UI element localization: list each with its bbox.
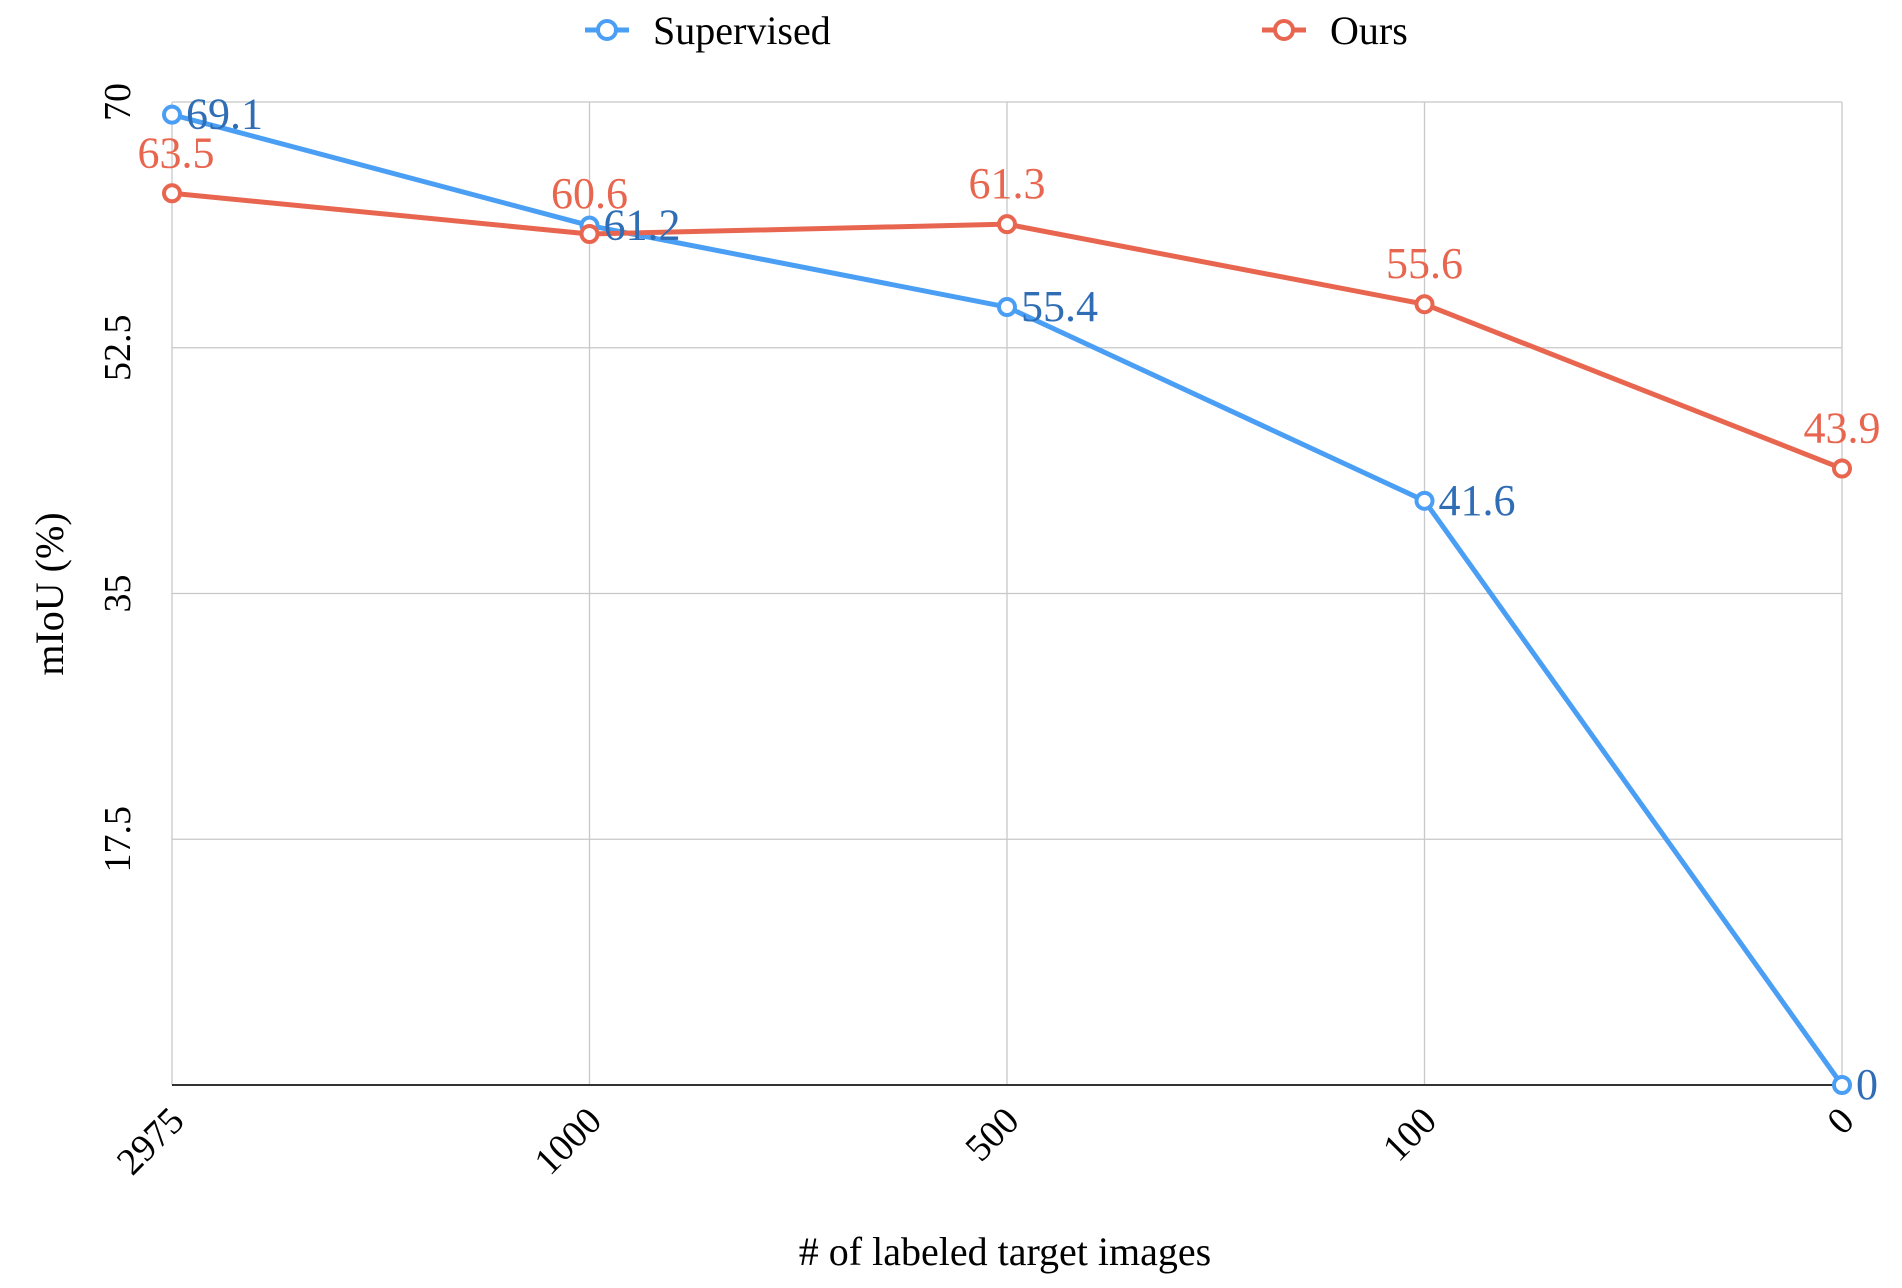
data-point-ours[interactable] (1832, 458, 1852, 479)
data-point-ours[interactable] (162, 183, 182, 204)
legend-item-supervised[interactable]: Supervised (585, 8, 831, 53)
data-label-supervised: 55.4 (1021, 282, 1098, 331)
data-label-ours: 63.5 (138, 128, 215, 177)
data-label-supervised: 41.6 (1439, 476, 1516, 525)
y-tick-label: 70 (97, 83, 139, 121)
x-tick-label: 500 (957, 1100, 1027, 1170)
data-label-ours: 43.9 (1804, 404, 1881, 453)
legend-label: Ours (1330, 8, 1408, 53)
y-tick-labels: 17.5 35 52.5 70 (97, 83, 139, 873)
legend[interactable]: Supervised Ours (585, 8, 1408, 53)
y-tick-label: 17.5 (97, 806, 139, 873)
legend-label: Supervised (653, 8, 831, 53)
y-axis-title: mIoU (%) (27, 512, 72, 675)
data-point-supervised[interactable] (997, 297, 1017, 318)
series-group (162, 104, 1852, 1095)
data-label-supervised: 0 (1856, 1060, 1878, 1109)
x-tick-label: 2975 (109, 1100, 192, 1183)
y-tick-label: 35 (97, 575, 139, 613)
data-label-ours: 55.6 (1386, 239, 1463, 288)
data-point-supervised[interactable] (162, 104, 182, 125)
data-point-supervised[interactable] (1414, 490, 1435, 511)
data-label-ours: 60.6 (551, 169, 628, 218)
y-tick-label: 52.5 (97, 315, 139, 382)
legend-item-ours[interactable]: Ours (1262, 8, 1408, 53)
data-point-ours[interactable] (579, 224, 600, 245)
data-label-supervised: 61.2 (604, 201, 681, 250)
data-point-ours[interactable] (1414, 294, 1435, 315)
legend-swatch-marker (1273, 19, 1295, 41)
x-tick-label: 1000 (526, 1100, 609, 1183)
data-point-supervised[interactable] (1832, 1075, 1852, 1095)
data-label-supervised: 69.1 (186, 90, 263, 139)
legend-swatch-marker (596, 19, 618, 41)
grid-lines (171, 101, 1843, 1085)
data-point-ours[interactable] (997, 214, 1017, 235)
x-tick-label: 100 (1375, 1100, 1445, 1170)
data-label-ours: 61.3 (969, 159, 1046, 208)
x-tick-labels: 2975 1000 500 100 0 (109, 1100, 1862, 1183)
x-axis-title: # of labeled target images (799, 1229, 1211, 1274)
data-labels: 69.1 61.2 55.4 41.6 0 63.5 60.6 61.3 55.6 43.9 (138, 90, 1881, 1109)
